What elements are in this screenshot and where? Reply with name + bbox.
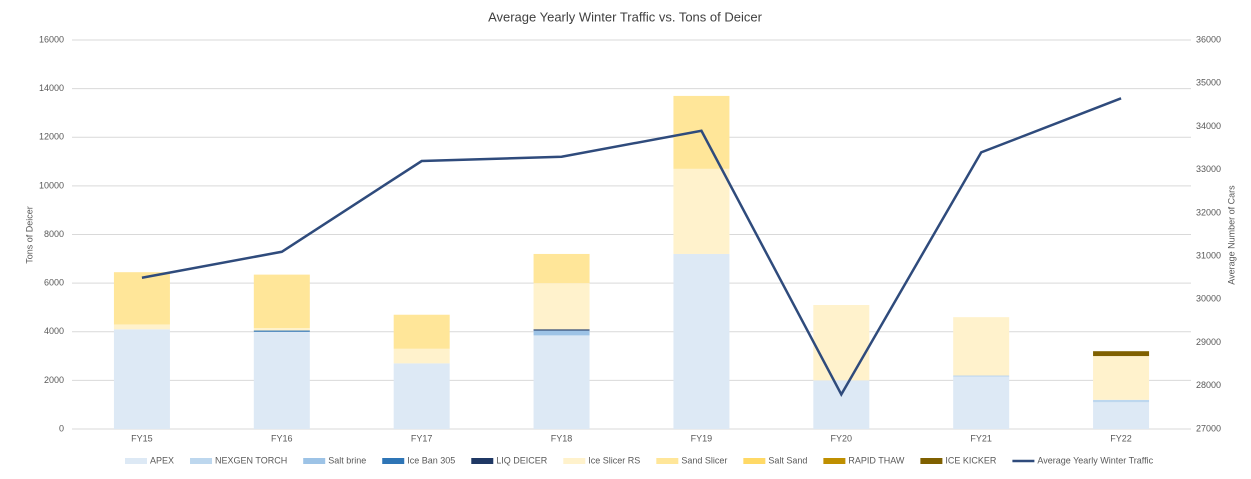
- y2-tick-label: 36000: [1196, 34, 1221, 44]
- legend-label: Salt Sand: [768, 455, 807, 465]
- bar-segment: [813, 305, 870, 381]
- legend-label: APEX: [150, 455, 174, 465]
- y2-axis-title: Average Number of Cars: [1226, 185, 1236, 285]
- bar-segment: [393, 363, 450, 429]
- y2-tick-label: 34000: [1196, 121, 1221, 131]
- legend-swatch: [656, 458, 679, 464]
- y2-tick-label: 31000: [1196, 250, 1221, 260]
- bar-segment: [1093, 351, 1150, 357]
- bar-segment: [253, 274, 310, 329]
- bar-segment: [393, 348, 450, 364]
- legend-swatch: [471, 458, 494, 464]
- legend-swatch: [563, 458, 586, 464]
- bar-segment: [113, 329, 170, 429]
- y-tick-label: 2000: [44, 375, 64, 385]
- bar-segment: [393, 314, 450, 349]
- bar-segment: [113, 324, 170, 330]
- y-tick-label: 12000: [39, 132, 64, 142]
- bar-segment: [533, 330, 590, 336]
- legend-label: Salt brine: [328, 455, 366, 465]
- x-tick-label: FY22: [1110, 433, 1132, 443]
- legend-label: Ice Slicer RS: [588, 455, 640, 465]
- x-tick-label: FY17: [411, 433, 433, 443]
- bar-segment: [253, 328, 310, 331]
- bar-segment: [533, 329, 590, 331]
- x-tick-label: FY19: [691, 433, 713, 443]
- bar-segment: [673, 168, 730, 254]
- x-tick-label: FY18: [551, 433, 573, 443]
- bar-segment: [533, 253, 590, 284]
- legend-label: Average Yearly Winter Traffic: [1037, 455, 1153, 465]
- y2-tick-label: 27000: [1196, 423, 1221, 433]
- legend-label: ICE KICKER: [945, 455, 997, 465]
- legend-swatch: [920, 458, 943, 464]
- y-tick-label: 4000: [44, 326, 64, 336]
- bar-segment: [953, 375, 1010, 377]
- x-tick-label: FY15: [131, 433, 153, 443]
- y-tick-label: 14000: [39, 83, 64, 93]
- legend-swatch: [190, 458, 213, 464]
- legend-label: LIQ DEICER: [496, 455, 548, 465]
- bar-segment: [953, 376, 1010, 429]
- x-tick-label: FY16: [271, 433, 293, 443]
- chart-title: Average Yearly Winter Traffic vs. Tons o…: [488, 9, 763, 24]
- legend-label: Ice Ban 305: [407, 455, 455, 465]
- legend-label: NEXGEN TORCH: [215, 455, 287, 465]
- bar-segment: [673, 253, 730, 429]
- y-tick-label: 6000: [44, 278, 64, 288]
- legend-swatch: [743, 458, 766, 464]
- y2-tick-label: 30000: [1196, 294, 1221, 304]
- bar-segment: [253, 331, 310, 429]
- y-axis-title: Tons of Deicer: [24, 206, 34, 264]
- legend-swatch: [382, 458, 405, 464]
- bar-segment: [1093, 356, 1150, 400]
- y-tick-label: 8000: [44, 229, 64, 239]
- bar-segment: [1093, 402, 1150, 429]
- y-tick-label: 0: [59, 423, 64, 433]
- legend-label: Sand Slicer: [681, 455, 727, 465]
- legend-swatch: [125, 458, 147, 464]
- line: [141, 97, 1122, 398]
- bar-segment: [253, 330, 310, 332]
- bar-segment: [533, 335, 590, 429]
- y2-tick-label: 32000: [1196, 207, 1221, 217]
- bar-segment: [813, 380, 870, 429]
- y2-tick-label: 28000: [1196, 380, 1221, 390]
- bar-segment: [953, 317, 1010, 376]
- bar-segment: [533, 283, 590, 330]
- legend-swatch: [303, 458, 326, 464]
- y2-tick-label: 35000: [1196, 78, 1221, 88]
- bar-segment: [1093, 399, 1150, 403]
- y-tick-label: 16000: [39, 34, 64, 44]
- x-tick-label: FY20: [831, 433, 853, 443]
- legend-label: RAPID THAW: [848, 455, 905, 465]
- y2-tick-label: 29000: [1196, 337, 1221, 347]
- x-tick-label: FY21: [970, 433, 992, 443]
- legend-swatch: [823, 458, 846, 464]
- y2-tick-label: 33000: [1196, 164, 1221, 174]
- y-tick-label: 10000: [39, 180, 64, 190]
- bar-segment: [113, 272, 170, 325]
